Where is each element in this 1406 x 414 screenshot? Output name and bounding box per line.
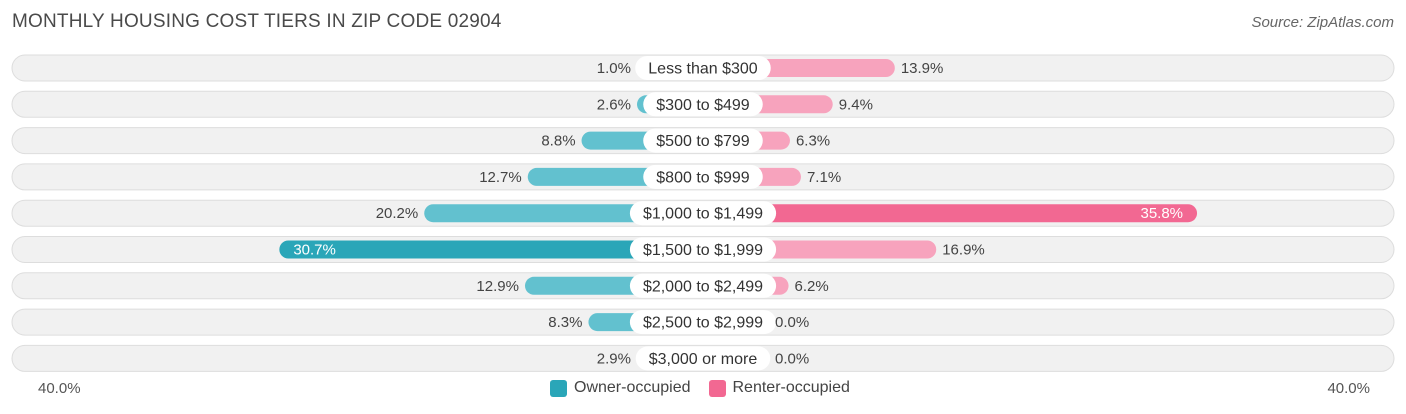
owner-value-label: 2.6% xyxy=(597,96,631,113)
renter-value-label: 0.0% xyxy=(775,350,809,367)
legend-renter: Renter-occupied xyxy=(708,379,850,397)
category-pill xyxy=(643,92,763,117)
renter-value-label: 35.8% xyxy=(1140,205,1183,222)
owner-value-label: 30.7% xyxy=(293,242,336,259)
renter-value-label: 16.9% xyxy=(942,242,985,259)
category-pill xyxy=(643,164,763,189)
renter-value-label: 13.9% xyxy=(901,60,944,77)
owner-value-label: 1.0% xyxy=(597,60,631,77)
category-label: $2,500 to $2,999 xyxy=(643,315,763,332)
chart-title: MONTHLY HOUSING COST TIERS IN ZIP CODE 0… xyxy=(12,11,502,32)
owner-value-label: 8.3% xyxy=(548,314,582,331)
category-pill xyxy=(629,201,777,226)
axis-right-label: 40.0% xyxy=(1327,380,1370,397)
renter-value-label: 7.1% xyxy=(807,169,841,186)
category-pill xyxy=(635,56,771,80)
category-pill xyxy=(629,310,777,335)
category-label: $3,000 or more xyxy=(649,351,758,368)
category-label: $1,500 to $1,999 xyxy=(643,242,763,259)
owner-value-label: 20.2% xyxy=(376,205,419,222)
renter-value-label: 0.0% xyxy=(775,314,809,331)
category-pill xyxy=(629,273,777,298)
renter-bar xyxy=(703,204,1198,223)
owner-swatch xyxy=(550,379,567,397)
renter-value-label: 6.3% xyxy=(796,133,830,150)
legend-owner: Owner-occupied xyxy=(550,379,691,397)
category-label: $1,000 to $1,499 xyxy=(643,206,763,223)
source-note: Source: ZipAtlas.com xyxy=(1251,14,1394,31)
category-label: $300 to $499 xyxy=(656,97,750,114)
renter-value-label: 9.4% xyxy=(839,96,873,113)
category-label: Less than $300 xyxy=(648,61,758,78)
category-label: $2,000 to $2,499 xyxy=(643,278,763,295)
owner-bar xyxy=(279,240,703,259)
legend: Owner-occupied Renter-occupied xyxy=(550,379,868,397)
legend-renter-label: Renter-occupied xyxy=(732,379,850,396)
category-label: $500 to $799 xyxy=(656,133,750,150)
category-pill xyxy=(643,128,763,153)
renter-value-label: 6.2% xyxy=(795,278,829,295)
category-label: $800 to $999 xyxy=(656,169,750,186)
legend-owner-label: Owner-occupied xyxy=(574,379,691,396)
renter-swatch xyxy=(708,379,726,397)
owner-value-label: 8.8% xyxy=(541,133,575,150)
axis-left-label: 40.0% xyxy=(38,380,81,397)
owner-value-label: 12.7% xyxy=(479,169,522,186)
owner-value-label: 2.9% xyxy=(597,350,631,367)
category-pill xyxy=(629,237,777,262)
owner-value-label: 12.9% xyxy=(476,278,519,295)
category-pill xyxy=(635,346,771,371)
